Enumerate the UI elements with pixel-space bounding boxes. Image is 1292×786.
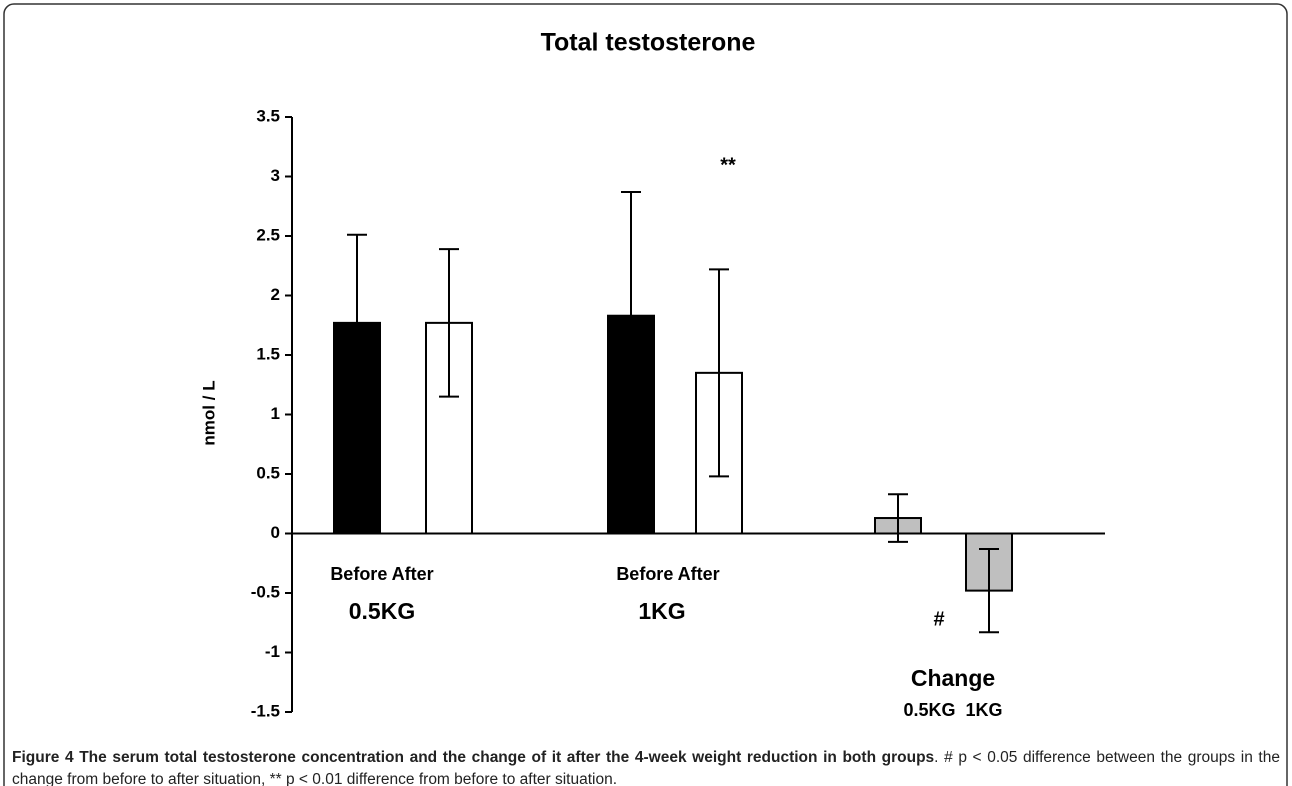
y-tick-label: -1: [265, 642, 280, 661]
y-tick-label: 1.5: [256, 344, 280, 363]
y-tick-label: 3.5: [256, 106, 280, 125]
error-bar: [439, 248, 459, 398]
y-tick-label: 1: [271, 404, 280, 423]
caption-title: The serum total testosterone concentrati…: [79, 749, 935, 766]
y-tick-label: 0: [271, 523, 280, 542]
error-bar: [621, 190, 641, 441]
annotation: #: [933, 608, 944, 630]
group-label: Change: [911, 665, 995, 691]
error-bar: [709, 268, 729, 478]
y-tick-label: 2: [271, 285, 280, 304]
group-sublabel: Before After: [616, 564, 719, 584]
y-axis-label: nmol / L: [199, 380, 218, 445]
group-sublabel: Before After: [330, 564, 433, 584]
error-bar: [979, 547, 999, 634]
y-tick-label: 0.5: [256, 463, 280, 482]
y-tick-label: 3: [271, 166, 280, 185]
y-tick-label: 2.5: [256, 225, 280, 244]
group-label: 0.5KG: [349, 598, 415, 624]
bar: [333, 321, 381, 535]
y-tick-label: -1.5: [251, 701, 280, 720]
error-bar: [347, 233, 367, 412]
frame: [3, 3, 1288, 786]
caption-text: . # p < 0.05 difference between the grou…: [12, 749, 1280, 786]
figure-label: Figure 4: [12, 749, 74, 766]
group-label: 1KG: [638, 598, 685, 624]
annotation: **: [720, 154, 736, 176]
group-sublabel: 0.5KG 1KG: [903, 700, 1002, 720]
y-tick-label: -0.5: [251, 582, 280, 601]
chart-title: Total testosterone: [541, 29, 756, 57]
caption: Figure 4 The serum total testosterone co…: [12, 747, 1280, 786]
